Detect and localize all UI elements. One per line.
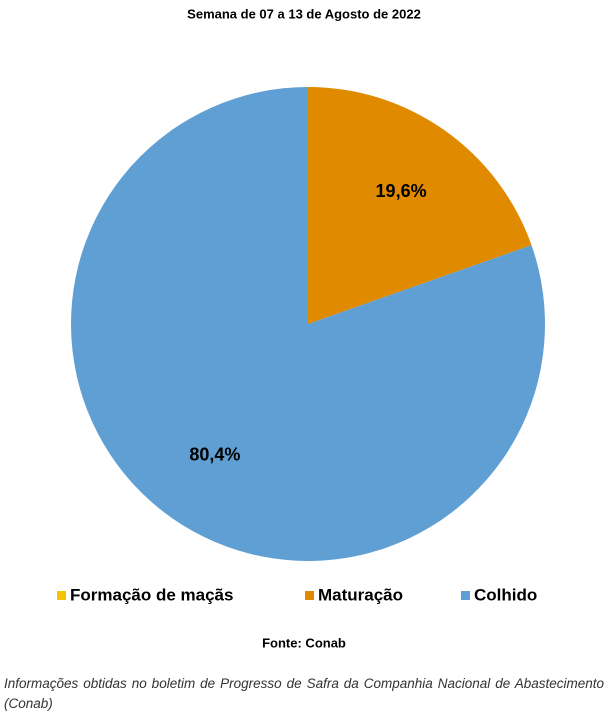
legend-label: Formação de maçãs — [70, 585, 233, 604]
source: Fonte: Conab — [262, 635, 346, 650]
data-label: 80,4% — [189, 444, 240, 464]
legend-marker — [305, 591, 314, 600]
pie-slice — [308, 87, 532, 324]
legend-marker — [57, 591, 66, 600]
pie-slice — [70, 87, 545, 561]
legend-marker — [461, 591, 470, 600]
legend-label: Maturação — [318, 585, 403, 604]
caption: Informações obtidas no boletim de Progre… — [4, 676, 604, 711]
chart: Semana de 07 a 13 de Agosto de 2022 Font… — [57, 6, 545, 650]
data-label: 19,6% — [376, 181, 427, 201]
chart-title: Semana de 07 a 13 de Agosto de 2022 — [187, 6, 421, 21]
legend-label: Colhido — [474, 585, 537, 604]
